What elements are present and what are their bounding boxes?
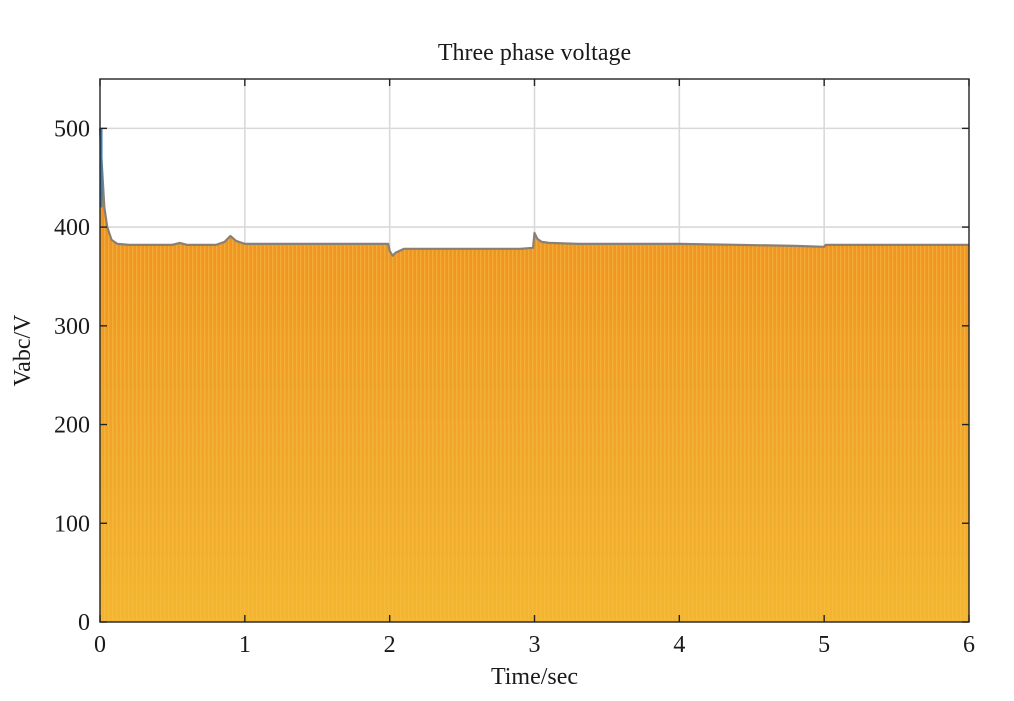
x-tick-label: 2 [384, 632, 396, 658]
x-tick-label: 5 [818, 632, 830, 658]
y-tick-label: 500 [54, 116, 90, 142]
x-tick-label: 6 [963, 632, 975, 658]
x-tick-label: 1 [239, 632, 251, 658]
y-axis-label: Vabc/V [10, 314, 36, 387]
series-stripes [100, 128, 969, 622]
y-tick-label: 0 [78, 610, 90, 636]
chart-title: Three phase voltage [438, 40, 631, 66]
x-tick-label: 4 [673, 632, 685, 658]
voltage-series [98, 128, 969, 622]
y-tick-label: 300 [54, 314, 90, 340]
x-tick-label: 3 [529, 632, 541, 658]
axis-ticks: 0 1 2 3 4 5 6 0 100 200 300 400 500 [54, 79, 975, 658]
series-envelope [98, 128, 969, 257]
y-tick-label: 200 [54, 413, 90, 439]
y-tick-label: 400 [54, 215, 90, 241]
y-tick-label: 100 [54, 511, 90, 537]
x-tick-label: 0 [94, 632, 106, 658]
x-axis-label: Time/sec [491, 664, 578, 690]
